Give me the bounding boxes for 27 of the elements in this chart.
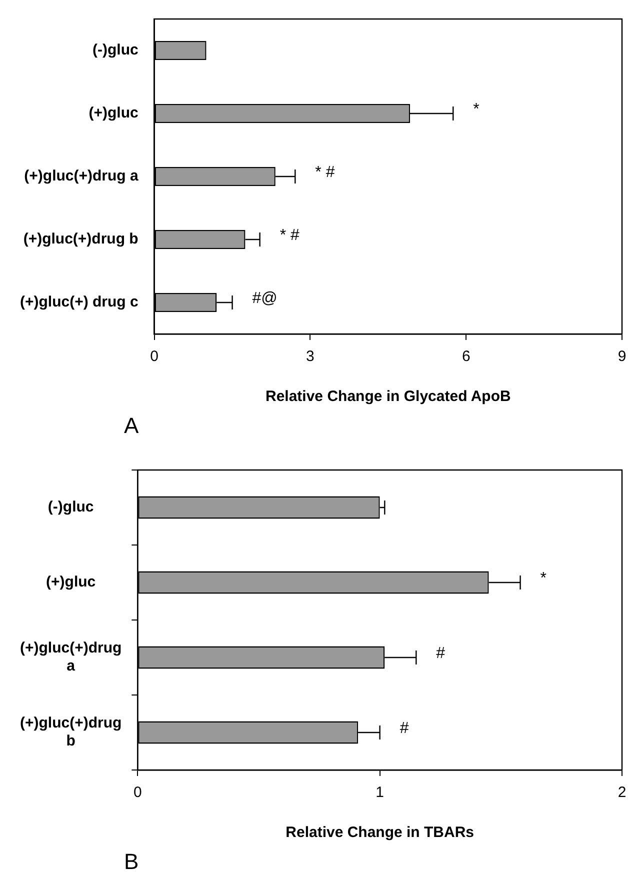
- x-tick-label: 9: [618, 348, 626, 366]
- annotation: *: [473, 100, 480, 118]
- x-tick-label: 0: [133, 784, 142, 802]
- y-tick-label: (-)gluc: [92, 42, 138, 59]
- y-tick-label: (+)gluc(+) drug c: [20, 294, 138, 311]
- annotation: * #: [315, 164, 335, 181]
- y-tick-label: (-)gluc: [48, 498, 94, 516]
- annotation: * #: [280, 226, 300, 244]
- x-tick-label: 3: [306, 348, 314, 366]
- x-tick-label: 2: [618, 784, 626, 802]
- x-axis-title: Relative Change in Glycated ApoB: [265, 388, 511, 406]
- x-tick-label: 1: [376, 784, 384, 802]
- y-tick-label: (+)gluc(+)drug a: [20, 640, 122, 675]
- annotation: #@: [252, 290, 278, 307]
- y-tick-label: (+)gluc(+)drug b: [23, 230, 138, 248]
- annotation: #: [400, 720, 409, 737]
- text: A: [124, 413, 139, 438]
- y-tick-label: (+)gluc: [46, 574, 96, 591]
- y-tick-label: (+)gluc: [88, 104, 138, 122]
- x-axis-title: Relative Change in TBARs: [286, 824, 474, 842]
- y-tick-label: (+)gluc(+)drug b: [20, 714, 122, 750]
- annotation: *: [540, 570, 547, 587]
- annotation: #: [436, 644, 446, 662]
- text: B: [124, 849, 139, 874]
- x-tick-label: 6: [462, 348, 470, 366]
- y-tick-label: (+)gluc(+)drug a: [24, 168, 139, 185]
- x-tick-label: 0: [150, 348, 159, 366]
